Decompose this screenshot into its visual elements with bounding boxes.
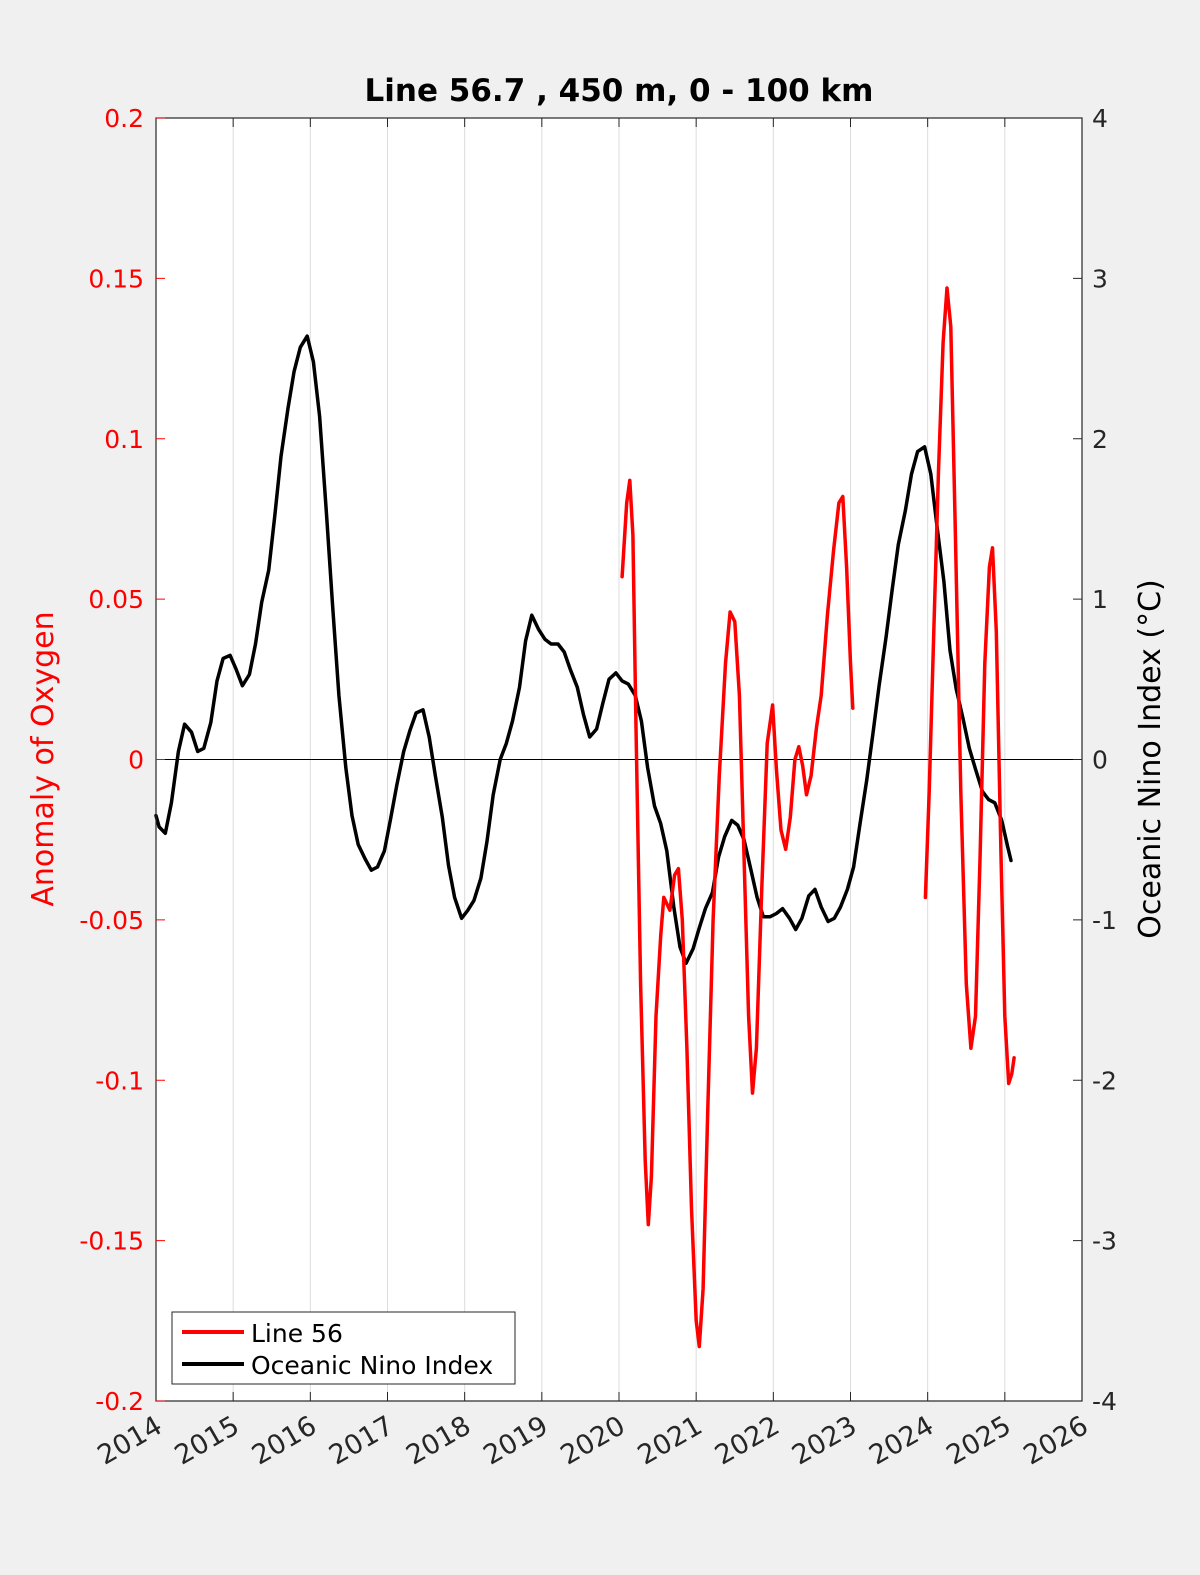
x-tick-label: 2019 <box>478 1410 553 1471</box>
right-y-tick-label: -3 <box>1092 1227 1117 1256</box>
left-y-tick-label: 0.2 <box>104 104 144 133</box>
series-line-oceanic-nino-index <box>154 334 1013 965</box>
x-tick-label: 2025 <box>941 1410 1016 1471</box>
chart-title: Line 56.7 , 450 m, 0 - 100 km <box>365 73 874 109</box>
x-tick-label: 2015 <box>170 1410 245 1471</box>
x-tick-label: 2023 <box>787 1410 862 1471</box>
left-y-axis-ticks: -0.2 -0.15 -0.1 -0.05 0 0.05 0.1 0.15 0.2 <box>79 104 165 1416</box>
right-y-tick-label: 1 <box>1092 585 1108 614</box>
legend-box <box>171 1311 516 1385</box>
x-tick-label: 2016 <box>247 1410 322 1471</box>
x-tick-label: 2024 <box>864 1410 939 1471</box>
x-tick-label: 2022 <box>710 1410 785 1471</box>
right-y-tick-label: 2 <box>1092 425 1108 454</box>
right-y-axis-ticks: -4 -3 -2 -1 0 1 2 3 4 <box>1073 104 1117 1416</box>
right-y-tick-label: -2 <box>1092 1066 1117 1095</box>
right-y-tick-label: 0 <box>1092 746 1108 775</box>
series-layer <box>154 286 1016 1349</box>
left-y-axis-label: Anomaly of Oxygen <box>26 611 61 906</box>
right-y-tick-label: -1 <box>1092 906 1117 935</box>
left-y-tick-label: -0.1 <box>95 1066 144 1095</box>
left-y-tick-label: 0.1 <box>104 425 144 454</box>
left-y-tick-label: -0.15 <box>79 1227 144 1256</box>
x-tick-label: 2018 <box>401 1410 476 1471</box>
series-line-line-56 <box>620 478 855 1349</box>
left-y-tick-label: 0.15 <box>88 264 144 293</box>
x-tick-label: 2020 <box>555 1410 630 1471</box>
left-y-tick-label: 0.05 <box>88 585 144 614</box>
left-y-tick-label: 0 <box>128 746 144 775</box>
x-tick-label: 2026 <box>1018 1410 1093 1471</box>
legend-label-line-56: Line 56 <box>251 1319 343 1348</box>
x-tick-label: 2014 <box>92 1410 167 1471</box>
x-tick-label: 2017 <box>324 1410 399 1471</box>
right-y-axis-label: Oceanic Nino Index (°C) <box>1133 579 1168 939</box>
right-y-tick-label: -4 <box>1092 1387 1117 1416</box>
series-line-line-56 <box>923 286 1016 1086</box>
right-y-tick-label: 3 <box>1092 264 1108 293</box>
legend: Line 56 Oceanic Nino Index <box>171 1311 516 1385</box>
legend-label-oceanic-nino-index: Oceanic Nino Index <box>251 1351 493 1380</box>
right-y-tick-label: 4 <box>1092 104 1108 133</box>
x-tick-label: 2021 <box>633 1410 708 1471</box>
left-y-tick-label: -0.05 <box>79 906 144 935</box>
left-y-tick-label: -0.2 <box>95 1387 144 1416</box>
